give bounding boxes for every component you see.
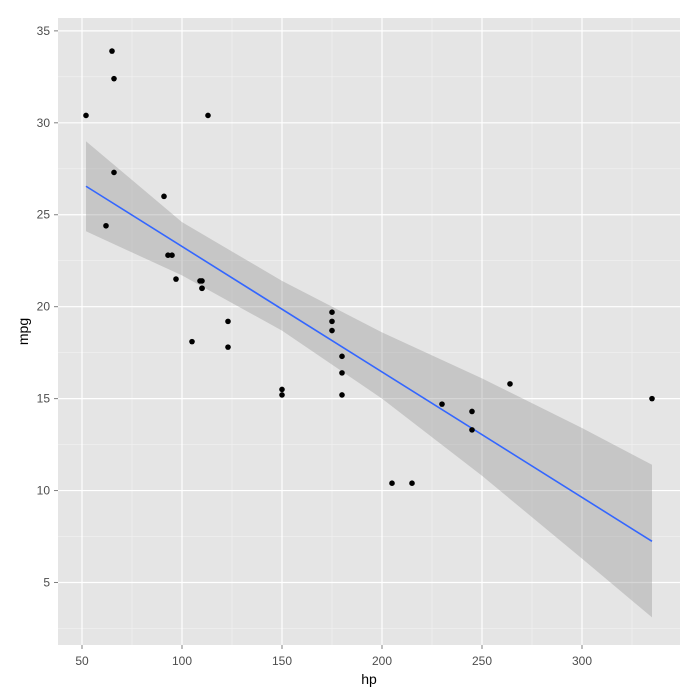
data-point <box>189 338 195 345</box>
data-point <box>197 278 203 284</box>
data-point <box>205 112 211 119</box>
data-point <box>439 401 445 407</box>
data-point <box>329 318 335 325</box>
y-tick-label: 30 <box>37 116 51 130</box>
data-point <box>389 480 395 486</box>
data-point <box>409 480 415 486</box>
data-point <box>161 193 167 200</box>
y-tick-label: 25 <box>37 208 51 222</box>
x-tick-label: 100 <box>172 654 192 668</box>
data-point <box>339 392 345 398</box>
data-point <box>165 252 171 258</box>
data-point <box>339 353 345 360</box>
data-point <box>111 75 117 82</box>
x-tick-label: 200 <box>372 654 392 668</box>
major-gridlines <box>58 18 680 645</box>
data-point <box>111 169 117 176</box>
data-point <box>199 285 205 292</box>
x-tick-label: 300 <box>572 654 592 668</box>
y-axis-ticks: 5 10 15 20 25 30 35 <box>37 24 58 589</box>
data-points <box>83 48 655 486</box>
y-tick-label: 5 <box>43 575 50 589</box>
confidence-band <box>86 141 652 618</box>
data-point <box>469 408 475 415</box>
data-point <box>329 327 335 334</box>
x-tick-label: 150 <box>272 654 292 668</box>
data-point <box>109 48 115 54</box>
data-point <box>225 344 231 350</box>
data-point <box>103 222 109 229</box>
data-point <box>339 370 345 376</box>
data-point <box>225 318 231 325</box>
data-point <box>507 381 513 387</box>
x-tick-label: 250 <box>472 654 492 668</box>
y-tick-label: 10 <box>37 484 51 498</box>
x-tick-label: 50 <box>75 654 89 668</box>
data-point <box>469 427 475 433</box>
data-point <box>169 252 175 258</box>
regression-line <box>85 185 653 542</box>
y-tick-label: 20 <box>37 300 51 314</box>
x-axis-ticks: 50 100 150 200 250 300 <box>75 645 592 668</box>
x-axis-title: hp <box>361 671 377 687</box>
data-point <box>83 112 89 119</box>
y-tick-label: 15 <box>37 392 51 406</box>
data-point <box>279 392 285 398</box>
data-point <box>329 309 335 315</box>
data-point <box>649 395 655 402</box>
data-point <box>173 276 179 282</box>
data-point <box>279 386 285 393</box>
y-tick-label: 35 <box>37 24 51 38</box>
y-axis-title: mpg <box>15 318 31 345</box>
